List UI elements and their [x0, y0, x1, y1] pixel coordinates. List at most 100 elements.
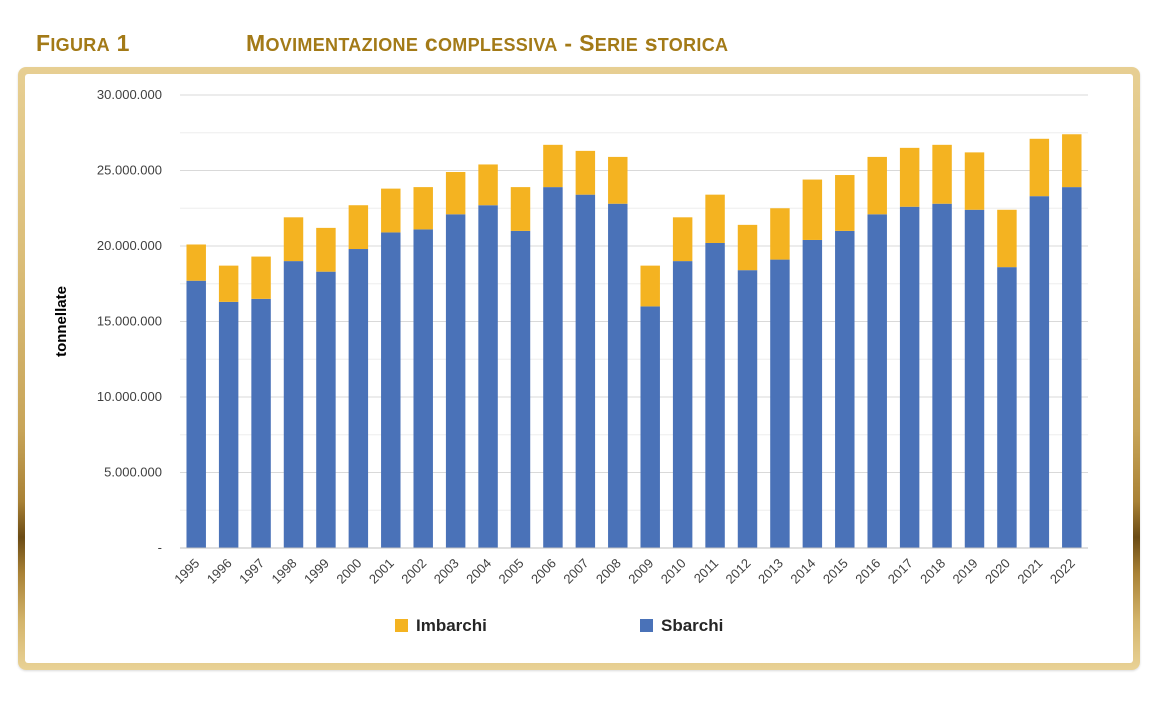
legend-item-imbarchi: Imbarchi — [395, 616, 487, 635]
x-tick-label: 1996 — [204, 556, 235, 587]
bar-imbarchi-2021 — [1029, 138, 1050, 197]
x-tick-label: 2005 — [496, 556, 527, 587]
x-tick-label: 2004 — [463, 556, 494, 587]
figure-label: FIGURA 1 — [36, 30, 130, 56]
x-tick-label: 2002 — [398, 556, 429, 587]
bar-imbarchi-2014 — [802, 179, 823, 240]
y-axis-title: tonnellate — [53, 286, 70, 357]
bar-imbarchi-1996 — [218, 265, 239, 302]
x-tick-label: 2013 — [755, 556, 786, 587]
bar-sbarchi-2007 — [575, 194, 596, 548]
legend-item-sbarchi: Sbarchi — [640, 616, 723, 635]
bar-imbarchi-2006 — [543, 144, 563, 188]
bar-sbarchi-2018 — [932, 203, 952, 548]
bar-sbarchi-2012 — [737, 270, 758, 548]
bar-sbarchi-1996 — [218, 301, 239, 548]
x-tick-label: 1998 — [269, 556, 300, 587]
x-tick-label: 2007 — [560, 556, 591, 587]
bar-imbarchi-2016 — [867, 156, 887, 215]
legend-label-imbarchi: Imbarchi — [416, 616, 487, 635]
legend-swatch-sbarchi — [640, 619, 653, 632]
bar-imbarchi-2022 — [1062, 134, 1082, 188]
x-tick-label: 2016 — [852, 556, 883, 587]
x-tick-label: 1997 — [236, 556, 267, 587]
x-tick-label: 2014 — [787, 556, 818, 587]
x-tick-label: 2018 — [917, 556, 948, 587]
bar-imbarchi-2010 — [672, 217, 693, 262]
y-tick-label: - — [158, 540, 162, 555]
chart-area: - 5.000.000 10.000.000 15.000.000 20.000.000… — [25, 74, 1133, 663]
x-tick-label: 1995 — [171, 556, 202, 587]
bar-sbarchi-2013 — [770, 259, 790, 548]
bar-imbarchi-2003 — [445, 172, 466, 215]
x-tick-label: 2009 — [625, 556, 656, 587]
bar-imbarchi-1999 — [316, 227, 336, 272]
bar-imbarchi-2008 — [608, 156, 628, 204]
bar-imbarchi-2012 — [737, 224, 758, 271]
bar-imbarchi-2002 — [413, 187, 433, 230]
x-tick-label: 2022 — [1047, 556, 1078, 587]
figure-header: FIGURA 1 MOVIMENTAZIONE cOMPLESSIVA - SE… — [0, 0, 1166, 66]
bar-sbarchi-1999 — [316, 271, 336, 548]
bar-sbarchi-2014 — [802, 239, 823, 548]
bar-sbarchi-2003 — [445, 214, 466, 549]
bar-imbarchi-1997 — [251, 256, 271, 299]
bar-sbarchi-1997 — [251, 298, 271, 548]
bar-sbarchi-2002 — [413, 229, 433, 548]
bar-sbarchi-2000 — [348, 249, 369, 548]
bar-imbarchi-2020 — [997, 209, 1017, 268]
bar-sbarchi-2008 — [608, 203, 628, 548]
bar-sbarchi-2022 — [1062, 187, 1082, 549]
bar-sbarchi-2020 — [997, 267, 1017, 548]
bar-sbarchi-2004 — [478, 205, 498, 549]
x-tick-label: 2021 — [1014, 556, 1045, 587]
x-tick-label: 2001 — [366, 556, 397, 587]
bar-sbarchi-2001 — [381, 232, 401, 548]
bar-imbarchi-2018 — [932, 144, 952, 204]
bar-imbarchi-2007 — [575, 150, 596, 195]
chart-frame: - 5.000.000 10.000.000 15.000.000 20.000.000… — [18, 67, 1140, 670]
bar-imbarchi-1998 — [283, 217, 304, 262]
bar-imbarchi-2019 — [964, 152, 985, 210]
x-tick-label: 2006 — [528, 556, 559, 587]
x-tick-label: 2003 — [431, 556, 462, 587]
x-tick-label: 2019 — [950, 556, 981, 587]
bar-imbarchi-2009 — [640, 265, 660, 307]
bar-imbarchi-2004 — [478, 164, 498, 206]
x-tick-label: 1999 — [301, 556, 332, 587]
bar-sbarchi-2005 — [510, 230, 531, 548]
bar-sbarchi-2019 — [964, 209, 985, 548]
y-tick-label: 25.000.000 — [97, 163, 162, 178]
bar-imbarchi-2001 — [381, 188, 401, 233]
bar-imbarchi-2015 — [835, 175, 855, 231]
figure-title: MOVIMENTAZIONE cOMPLESSIVA - SERIE sTORI… — [246, 30, 729, 56]
bar-sbarchi-2010 — [672, 261, 693, 548]
bars — [186, 134, 1082, 549]
bar-sbarchi-2016 — [867, 214, 887, 549]
x-tick-label: 2011 — [691, 556, 721, 586]
x-tick-label: 2008 — [593, 556, 624, 587]
x-tick-label: 2000 — [333, 556, 364, 587]
bar-sbarchi-2017 — [899, 206, 920, 549]
bar-sbarchi-1995 — [186, 280, 206, 548]
y-tick-label: 20.000.000 — [97, 238, 162, 253]
x-tick-label: 2010 — [658, 556, 689, 587]
bar-sbarchi-2011 — [705, 242, 725, 549]
y-tick-label: 10.000.000 — [97, 389, 162, 404]
x-tick-label: 2012 — [723, 556, 754, 587]
bar-sbarchi-2015 — [835, 230, 855, 548]
x-tick-label: 2015 — [820, 556, 851, 587]
y-tick-label: 30.000.000 — [97, 87, 162, 102]
stacked-bar-chart: - 5.000.000 10.000.000 15.000.000 20.000.000… — [53, 87, 1088, 635]
bar-imbarchi-2013 — [770, 208, 790, 260]
bar-imbarchi-2011 — [705, 194, 725, 243]
x-tick-label: 2017 — [885, 556, 916, 587]
legend-label-sbarchi: Sbarchi — [661, 616, 723, 635]
bar-sbarchi-2021 — [1029, 196, 1050, 549]
bar-imbarchi-2005 — [510, 187, 531, 231]
bar-imbarchi-2017 — [899, 147, 920, 207]
bar-sbarchi-2009 — [640, 306, 660, 548]
legend-swatch-imbarchi — [395, 619, 408, 632]
bar-sbarchi-2006 — [543, 187, 563, 549]
x-tick-label: 2020 — [982, 556, 1013, 587]
